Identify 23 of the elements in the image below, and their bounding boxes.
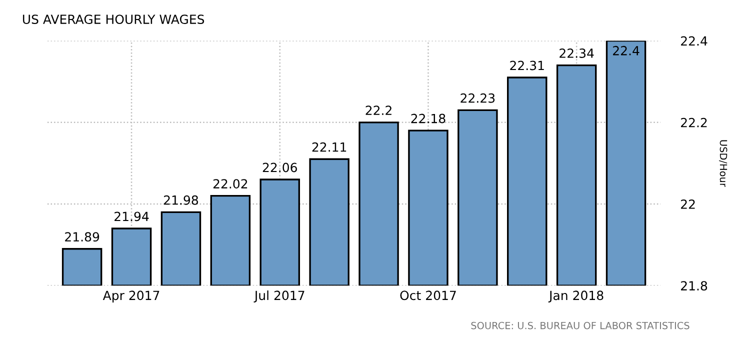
x-tick-label: Oct 2017 (400, 290, 456, 300)
x-tick-label: Jul 2017 (254, 290, 304, 302)
data-label: 22.31 (510, 60, 544, 70)
data-label: 21.98 (164, 195, 198, 205)
y-tick-label: 21.8 (681, 281, 708, 291)
y-tick-label: 22.2 (681, 118, 707, 128)
y-tick-label: 22.4 (681, 36, 708, 46)
data-label: 21.89 (65, 232, 100, 242)
y-axis-title: USD/Hour (719, 140, 728, 187)
y-tick-label: 22 (681, 199, 695, 209)
data-label: 21.94 (114, 212, 149, 222)
data-label: 22.34 (560, 48, 594, 58)
data-label: 22.2 (366, 106, 392, 115)
data-label: 22.02 (213, 179, 248, 189)
chart-title: US AVERAGE HOURLY WAGES (22, 14, 204, 24)
data-label: 22.18 (411, 114, 446, 124)
data-label: 22.11 (312, 142, 346, 152)
data-label: 22.4 (613, 46, 640, 56)
source-note: SOURCE: U.S. BUREAU OF LABOR STATISTICS (471, 322, 690, 330)
data-label: 22.06 (262, 162, 297, 172)
data-label: 22.23 (460, 93, 495, 103)
x-tick-label: Apr 2017 (102, 290, 160, 303)
x-tick-label: Jan 2018 (548, 290, 604, 302)
